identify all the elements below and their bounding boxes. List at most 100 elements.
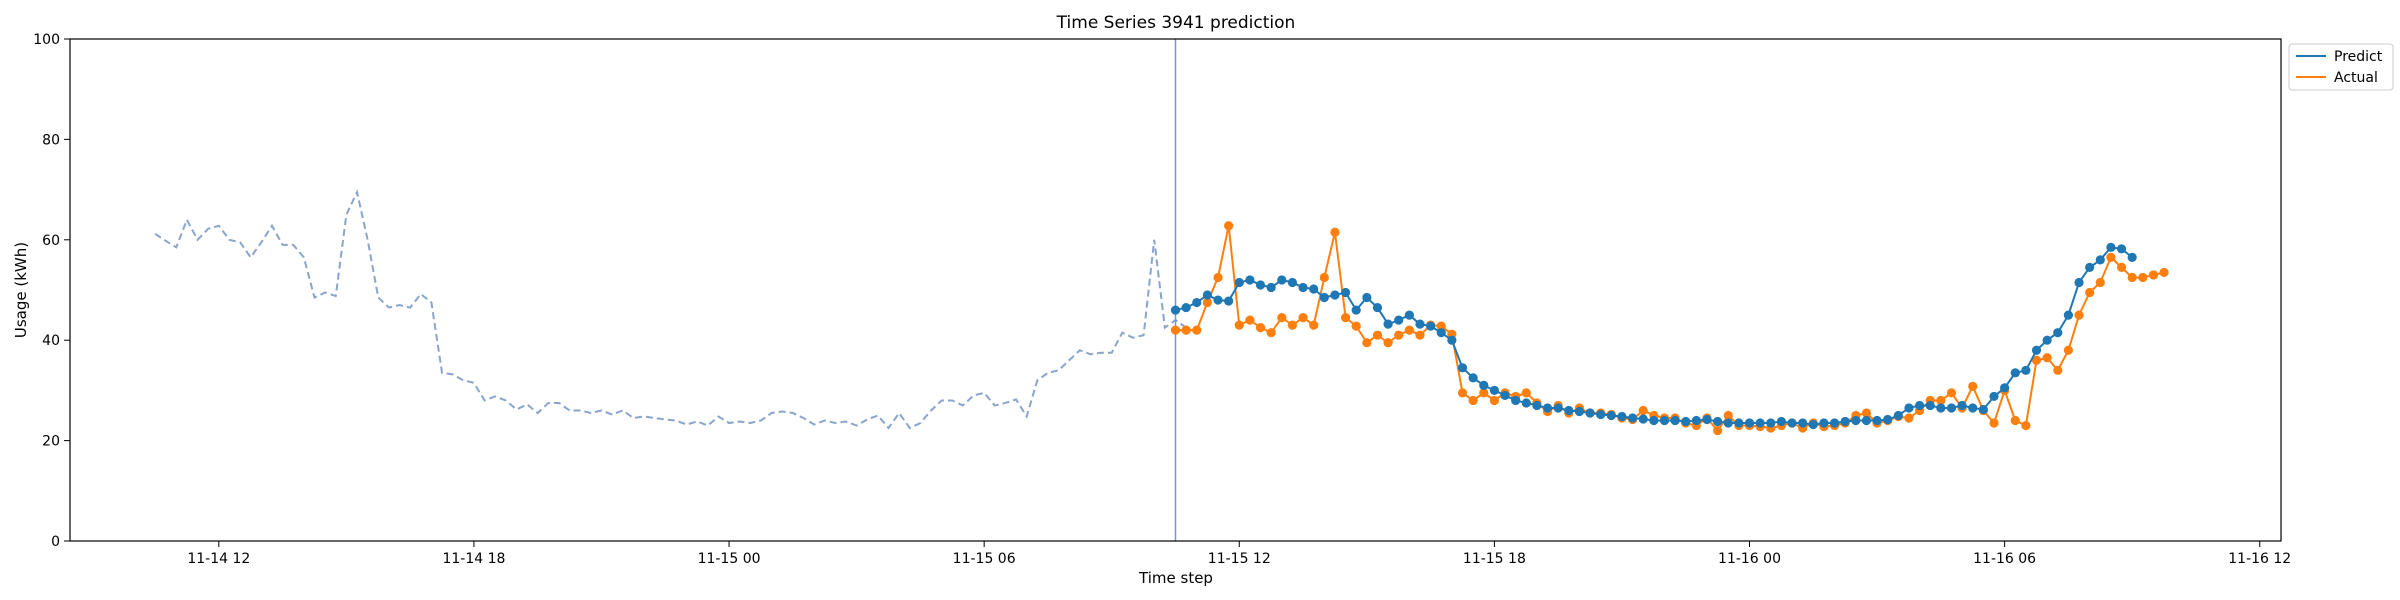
- predict-point: [1787, 418, 1796, 427]
- actual-point: [1373, 331, 1382, 340]
- predict-point: [1883, 415, 1892, 424]
- predict-point: [1734, 418, 1743, 427]
- predict-point: [2128, 253, 2137, 262]
- predict-point: [1830, 418, 1839, 427]
- predict-point: [2032, 346, 2041, 355]
- predict-point: [1394, 316, 1403, 325]
- predict-point: [1511, 396, 1520, 405]
- predict-point: [1936, 403, 1945, 412]
- predict-point: [1341, 288, 1350, 297]
- predict-point: [2074, 278, 2083, 287]
- predict-point: [1330, 290, 1339, 299]
- x-tick-label: 11-15 12: [1208, 551, 1271, 567]
- actual-point: [2128, 273, 2137, 282]
- predict-point: [1681, 417, 1690, 426]
- predict-point: [1819, 418, 1828, 427]
- x-tick-label: 11-15 06: [953, 551, 1016, 567]
- actual-point: [2117, 263, 2126, 272]
- predict-point: [1298, 283, 1307, 292]
- y-tick-label: 20: [42, 434, 60, 450]
- predict-point: [1979, 405, 1988, 414]
- x-axis-label: Time step: [1138, 569, 1213, 587]
- actual-point: [1352, 322, 1361, 331]
- predict-point: [1862, 416, 1871, 425]
- predict-point: [1288, 278, 1297, 287]
- predict-point: [1745, 418, 1754, 427]
- actual-point: [1309, 321, 1318, 330]
- actual-point: [1394, 331, 1403, 340]
- predict-point: [1320, 293, 1329, 302]
- x-axis: 11-14 12 11-14 18 11-15 00 11-15 06 11-15 12…: [187, 541, 2291, 567]
- actual-series: [1171, 221, 2169, 435]
- predict-point: [1692, 416, 1701, 425]
- predict-point: [2085, 263, 2094, 272]
- predict-point: [1458, 363, 1467, 372]
- actual-point: [1490, 396, 1499, 405]
- predict-point: [1469, 373, 1478, 382]
- predict-point: [1256, 280, 1265, 289]
- predict-point: [1798, 418, 1807, 427]
- predict-point: [1415, 320, 1424, 329]
- predict-point: [1543, 403, 1552, 412]
- actual-point: [2106, 253, 2115, 262]
- actual-point: [1383, 338, 1392, 347]
- predict-point: [1585, 408, 1594, 417]
- actual-point: [2064, 346, 2073, 355]
- predict-point: [1851, 416, 1860, 425]
- x-tick-label: 11-14 12: [187, 551, 250, 567]
- actual-point: [2096, 278, 2105, 287]
- predict-point: [1500, 391, 1509, 400]
- predict-point: [1277, 275, 1286, 284]
- predict-point: [1777, 417, 1786, 426]
- predict-point: [1671, 416, 1680, 425]
- predict-point: [2106, 243, 2115, 252]
- predict-point: [2096, 255, 2105, 264]
- actual-point: [2043, 353, 2052, 362]
- x-tick-label: 11-15 18: [1463, 551, 1526, 567]
- actual-point: [1182, 326, 1191, 335]
- actual-point: [1235, 321, 1244, 330]
- actual-point: [1713, 426, 1722, 435]
- actual-point: [1362, 338, 1371, 347]
- actual-point: [2138, 273, 2147, 282]
- predict-point: [1617, 412, 1626, 421]
- predict-point: [1989, 392, 1998, 401]
- actual-point: [2074, 311, 2083, 320]
- predict-point: [1872, 416, 1881, 425]
- predict-point: [1639, 414, 1648, 423]
- predict-point: [1245, 275, 1254, 284]
- predict-point: [1235, 278, 1244, 287]
- actual-point: [1224, 221, 1233, 230]
- predict-point: [1532, 401, 1541, 410]
- predict-point: [1766, 418, 1775, 427]
- predict-point: [1947, 403, 1956, 412]
- predict-point: [1309, 284, 1318, 293]
- y-axis-label: Usage (kWh): [12, 242, 30, 338]
- x-tick-label: 11-15 00: [698, 551, 761, 567]
- chart-title: Time Series 3941 prediction: [1056, 13, 1296, 33]
- actual-line: [1176, 226, 2165, 431]
- predict-point: [1479, 381, 1488, 390]
- predict-point: [1756, 418, 1765, 427]
- predict-point: [1437, 328, 1446, 337]
- predict-point: [2064, 311, 2073, 320]
- actual-point: [1405, 326, 1414, 335]
- predict-point: [1192, 298, 1201, 307]
- predict-point: [1267, 283, 1276, 292]
- predict-point: [1915, 401, 1924, 410]
- predict-point: [1182, 303, 1191, 312]
- legend: Predict Actual: [2289, 44, 2393, 90]
- actual-point: [1192, 326, 1201, 335]
- y-tick-label: 100: [33, 32, 60, 48]
- predict-line: [1176, 247, 2133, 424]
- actual-point: [2053, 366, 2062, 375]
- predict-point: [1713, 417, 1722, 426]
- predict-point: [2043, 336, 2052, 345]
- predict-point: [1809, 420, 1818, 429]
- actual-point: [1256, 323, 1265, 332]
- predict-point: [1213, 295, 1222, 304]
- predict-point: [1968, 403, 1977, 412]
- actual-point: [1639, 406, 1648, 415]
- actual-point: [1330, 228, 1339, 237]
